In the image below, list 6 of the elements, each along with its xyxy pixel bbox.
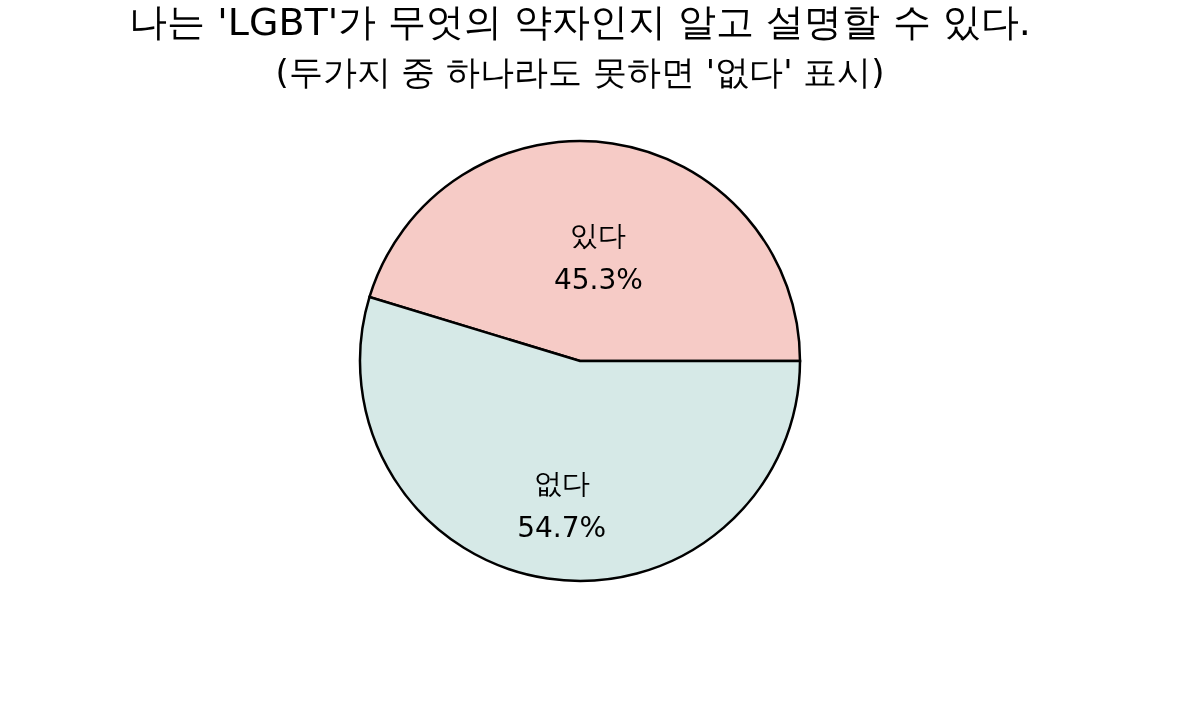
slice-label: 없다: [533, 466, 590, 500]
data-label: 45.3%: [553, 263, 643, 297]
data-label: 54.7%: [517, 510, 607, 544]
chart-subtitle: (두가지 중 하나라도 못하면 '없다' 표시): [275, 52, 885, 92]
chart-title: 나는 'LGBT'가 무엇의 약자인지 알고 설명할 수 있다.: [129, 0, 1031, 44]
slice-label: 있다: [570, 219, 627, 253]
